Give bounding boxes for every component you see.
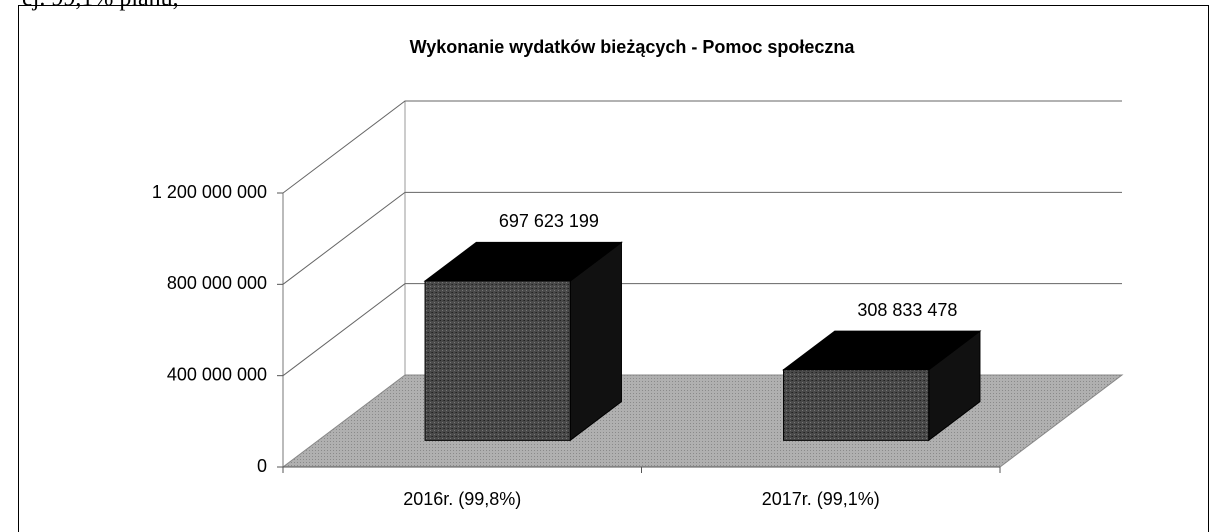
y-tick-label: 0 — [257, 456, 267, 476]
grid-line — [282, 191, 1122, 285]
value-label: 308 833 478 — [857, 300, 957, 320]
bar — [782, 330, 982, 442]
value-label: 697 623 199 — [499, 211, 599, 231]
bar-face — [783, 369, 930, 441]
grid-line — [282, 283, 1122, 377]
y-tick-label: 1 200 000 000 — [152, 182, 267, 202]
chart-title: Wykonanie wydatków bieżących - Pomoc spo… — [410, 37, 856, 57]
x-tick-label: 2017r. (99,1%) — [762, 489, 880, 509]
bar-face — [424, 280, 571, 441]
y-tick-label: 400 000 000 — [167, 364, 267, 384]
x-tick-label: 2016r. (99,8%) — [403, 489, 521, 509]
y-tick-label: 800 000 000 — [167, 273, 267, 293]
floor — [281, 374, 1124, 468]
bar — [423, 241, 623, 442]
grid-line — [282, 100, 1122, 194]
